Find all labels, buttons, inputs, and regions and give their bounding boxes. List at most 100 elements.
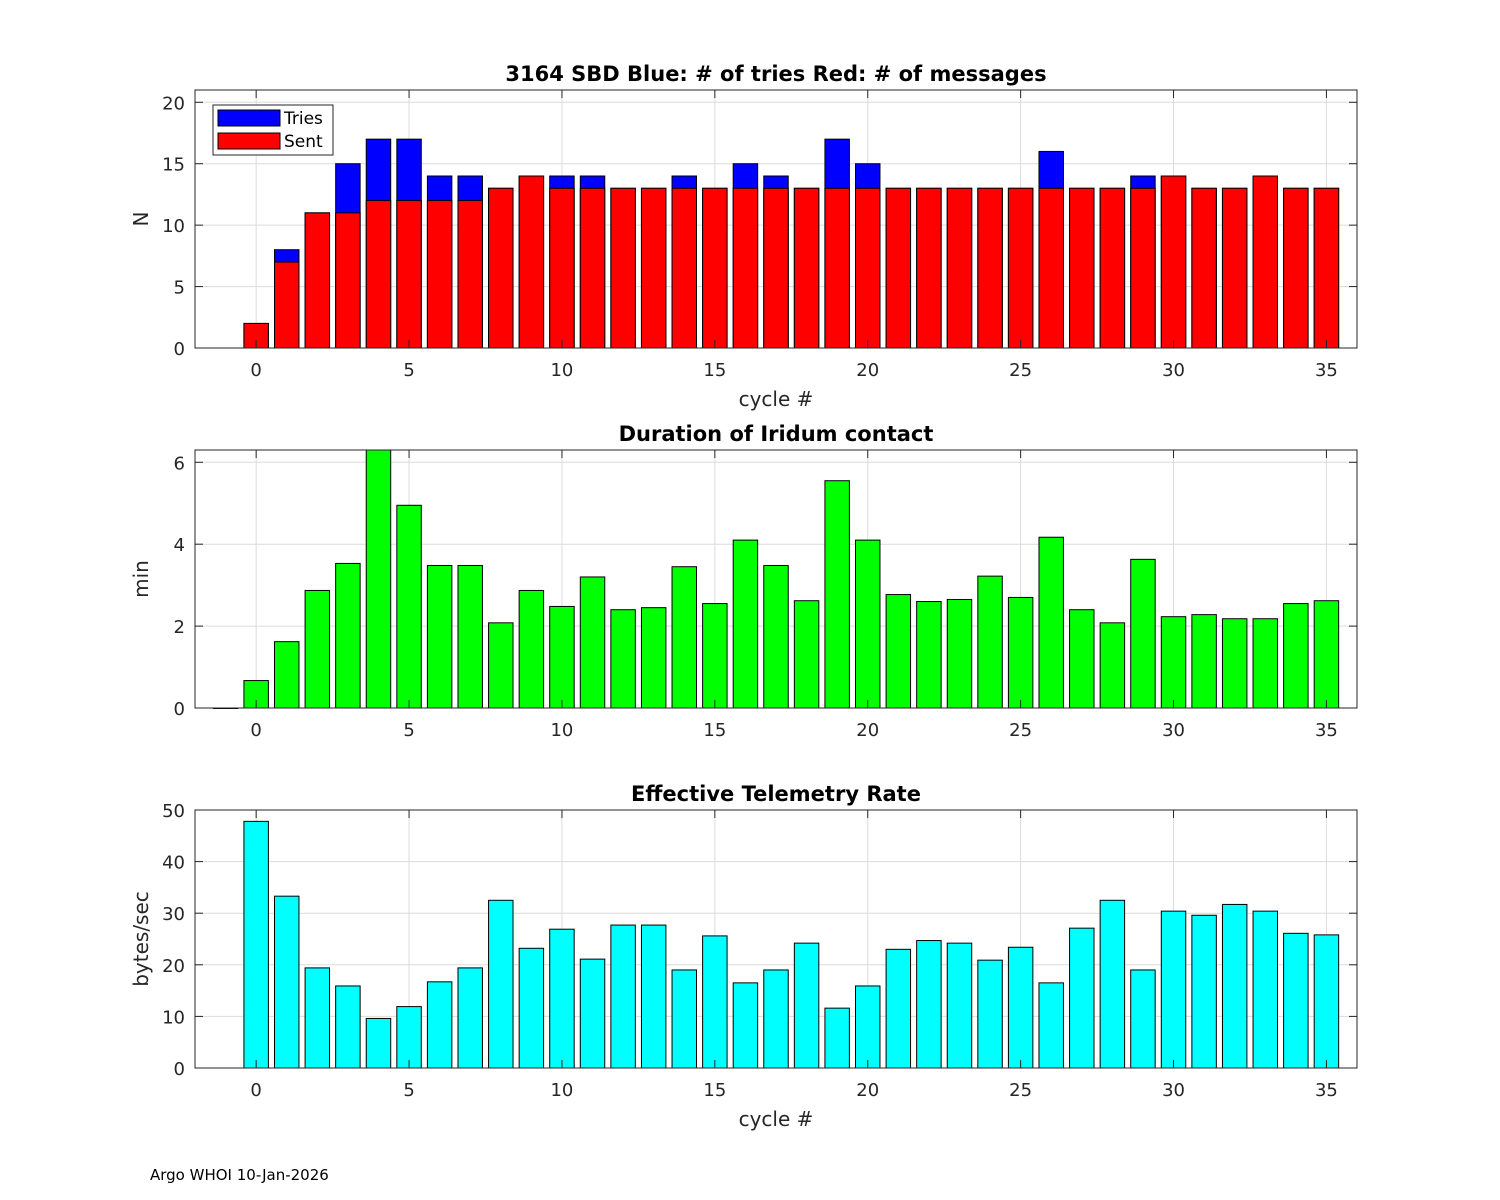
chart3-xtick-label: 5 <box>403 1080 414 1101</box>
chart2-bar-duration-19 <box>824 480 850 709</box>
chart1-bar-sent-25 <box>1007 187 1034 349</box>
chart1-ytick-label: 15 <box>162 155 185 176</box>
chart2-bar-duration-27 <box>1069 609 1095 709</box>
chart1-bar-sent-12 <box>610 187 636 349</box>
chart3-bar-rate-15 <box>702 935 728 1069</box>
chart1-bar-sent-31 <box>1191 187 1217 349</box>
chart3-bar-rate-26 <box>1038 982 1064 1069</box>
chart3-xtick-label: 25 <box>1009 1080 1032 1101</box>
chart3-bar-rate-0 <box>243 820 269 1069</box>
chart2-ylabel: min <box>129 560 153 598</box>
chart1-bar-sent-1 <box>274 261 300 349</box>
chart2-bar-duration-9 <box>518 589 545 709</box>
chart2-ytick-label: 0 <box>174 699 185 720</box>
chart2-bar-duration-20 <box>855 539 881 709</box>
chart3-bar-rate-24 <box>977 959 1003 1069</box>
chart3-bar-rate-6 <box>426 981 453 1069</box>
chart1-bar-sent-26 <box>1038 187 1064 349</box>
chart3-bar-rate-33 <box>1252 910 1278 1069</box>
chart1-legend-swatch-sent <box>217 132 281 150</box>
chart2-bar-duration-32 <box>1221 618 1248 709</box>
chart1-bar-sent-11 <box>579 187 606 349</box>
chart2-axes-box <box>194 449 1358 709</box>
chart1-legend-label-sent: Sent <box>284 132 323 152</box>
chart2-xtick-label: 20 <box>856 720 879 741</box>
chart2-bar-duration-31 <box>1191 614 1217 709</box>
chart3-bar-rate-5 <box>396 1006 422 1069</box>
chart3-bar-rate-2 <box>304 967 331 1069</box>
chart1-bar-sent-29 <box>1130 187 1156 349</box>
chart1-xlabel: cycle # <box>739 387 814 411</box>
chart1-bar-sent-35 <box>1313 187 1340 349</box>
chart1-bar-sent-13 <box>640 187 667 349</box>
chart3-bar-rate-13 <box>640 924 667 1069</box>
chart3-bar-rate-12 <box>610 924 636 1069</box>
chart1-bar-sent-17 <box>763 187 789 349</box>
chart3-bar-rate-25 <box>1007 946 1034 1069</box>
chart1-bar-sent-27 <box>1069 187 1095 349</box>
chart2-bar-duration-18 <box>793 600 820 709</box>
chart3-ytick-label: 10 <box>162 1007 185 1028</box>
chart1-ytick-label: 0 <box>174 339 185 360</box>
chart2-xtick-label: 0 <box>250 720 261 741</box>
chart2-bar-duration-14 <box>671 566 697 709</box>
chart1-bar-sent-19 <box>824 187 850 349</box>
chart2-bar-duration-21 <box>885 594 912 709</box>
chart1-xtick-label: 35 <box>1315 360 1338 381</box>
chart3-xlabel: cycle # <box>739 1107 814 1131</box>
chart3-axes-box <box>194 809 1358 1069</box>
chart3-ytick-label: 30 <box>162 904 185 925</box>
chart1-legend-swatch-tries <box>217 109 281 127</box>
chart2-bar-duration-16 <box>732 539 759 709</box>
chart2-bar-duration-8 <box>488 622 514 709</box>
chart1-xtick-label: 30 <box>1162 360 1185 381</box>
chart2-bar-duration-2 <box>304 589 331 709</box>
chart2-bar-duration-17 <box>763 564 789 709</box>
chart2-bar-duration-33 <box>1252 618 1278 709</box>
chart3-bar-rate-7 <box>457 967 483 1069</box>
chart3-bar-rate-4 <box>365 1017 392 1069</box>
chart1-bar-sent-8 <box>488 187 514 349</box>
chart1-bar-sent-23 <box>946 187 973 349</box>
chart3-bar-rate-8 <box>488 899 514 1069</box>
chart1-bar-sent-2 <box>304 212 331 349</box>
chart2-bar-duration-35 <box>1313 600 1340 709</box>
chart1-bar-sent-30 <box>1160 175 1187 349</box>
chart2-title: Duration of Iridum contact <box>619 422 934 446</box>
chart1-bar-sent-21 <box>885 187 912 349</box>
chart1-ytick-label: 20 <box>162 93 185 114</box>
chart1-bar-sent-16 <box>732 187 759 349</box>
chart3-bar-rate-29 <box>1130 969 1156 1069</box>
chart1-bar-sent-7 <box>457 200 483 349</box>
chart2-xtick-label: 25 <box>1009 720 1032 741</box>
chart3-bar-rate-9 <box>518 947 545 1069</box>
chart2-bar-duration-15 <box>702 603 728 709</box>
chart1-bar-sent-9 <box>518 175 545 349</box>
chart2-bar-duration-23 <box>946 598 973 709</box>
chart2-bar-duration-25 <box>1007 596 1034 709</box>
chart1-ytick-label: 10 <box>162 216 185 237</box>
chart1-legend-label-tries: Tries <box>283 109 323 129</box>
chart1-bar-sent-4 <box>365 200 392 349</box>
chart1-bar-sent-14 <box>671 187 697 349</box>
chart2-xtick-label: 10 <box>550 720 573 741</box>
chart1-xtick-label: 5 <box>403 360 414 381</box>
chart2-bar-duration-12 <box>610 609 636 709</box>
chart3-bar-rate-3 <box>335 985 361 1069</box>
chart1-xtick-label: 20 <box>856 360 879 381</box>
chart2-bar-duration-1 <box>274 641 300 709</box>
chart3-bar-rate-35 <box>1313 934 1340 1069</box>
chart1-bar-sent-28 <box>1099 187 1126 349</box>
chart3-xtick-label: 15 <box>703 1080 726 1101</box>
chart2-bar-duration-10 <box>549 605 575 709</box>
chart2-bar-duration-26 <box>1038 536 1064 709</box>
chart2-xtick-label: 5 <box>403 720 414 741</box>
chart2-bar-duration-11 <box>579 576 606 709</box>
chart1-bar-sent-32 <box>1221 187 1248 349</box>
chart1-bar-sent-6 <box>426 200 453 349</box>
chart1-bar-sent-22 <box>916 187 942 349</box>
chart3-bar-rate-28 <box>1099 899 1126 1069</box>
chart3-xtick-label: 30 <box>1162 1080 1185 1101</box>
chart3-ytick-label: 20 <box>162 956 185 977</box>
